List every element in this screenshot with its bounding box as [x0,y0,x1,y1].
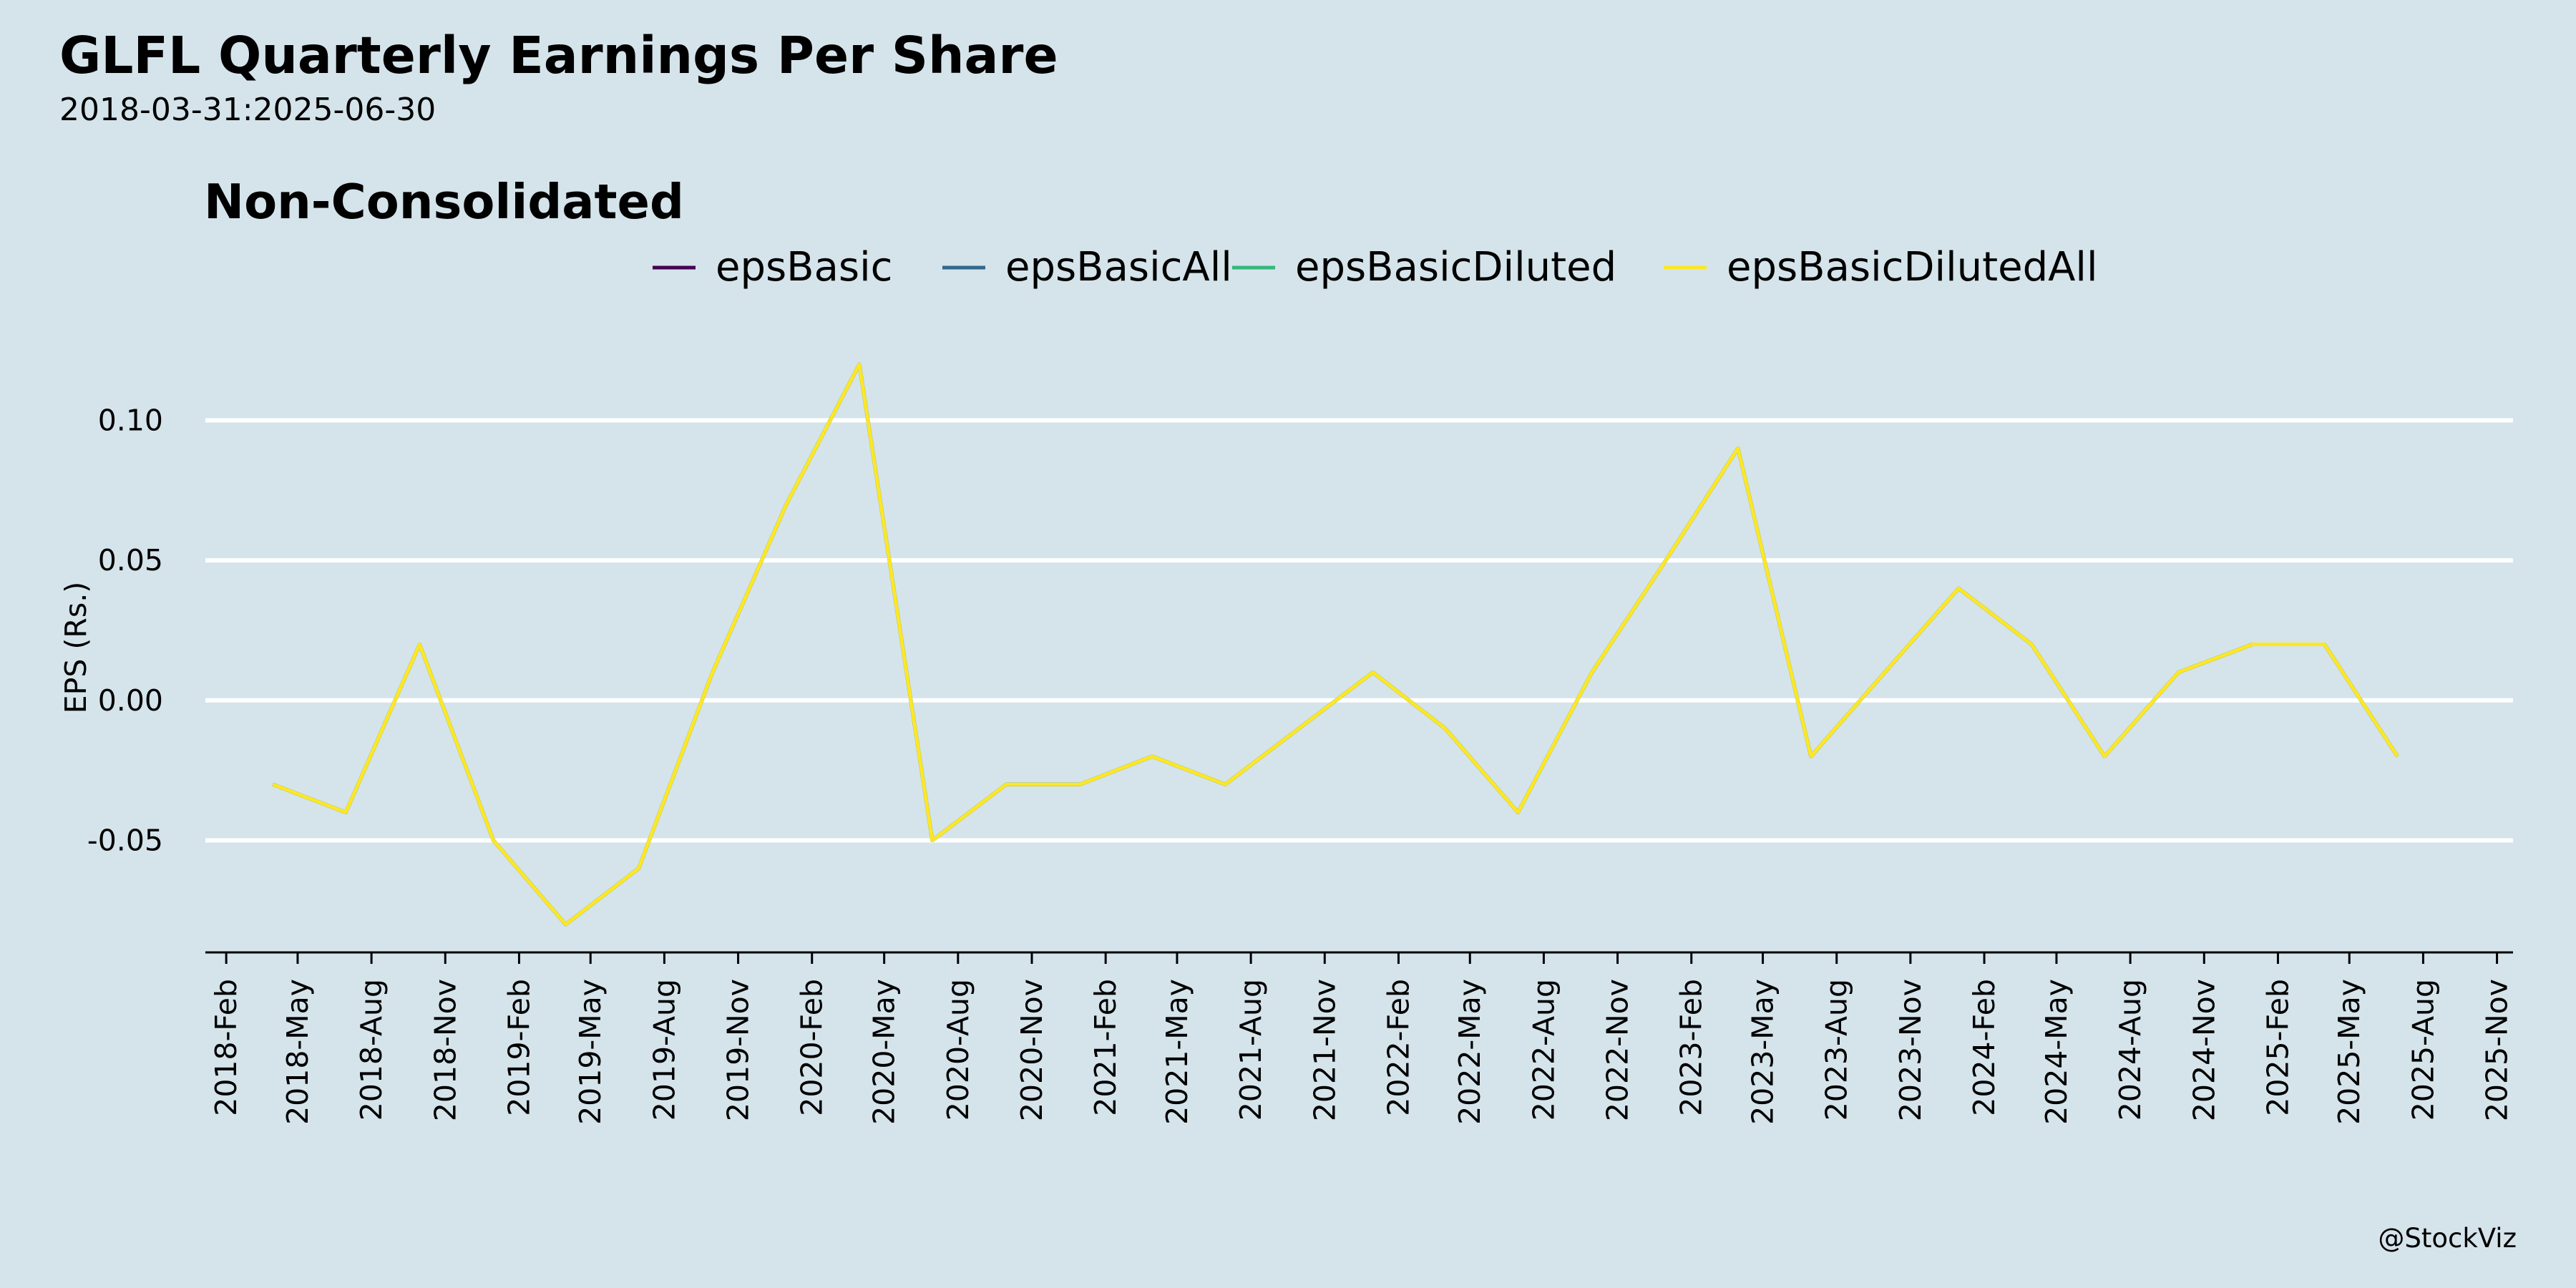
legend: epsBasic epsBasicAll epsBasicDiluted epsBas… [653,244,2098,291]
x-tick-label: 2019-Aug [647,979,681,1121]
x-tick-label: 2024-Aug [2113,979,2147,1121]
legend-label-epsBasicAll: epsBasicAll [1005,244,1232,291]
x-tick-label: 2023-Feb [1674,979,1709,1116]
date-range-subtitle: 2018-03-31:2025-06-30 [59,92,436,128]
x-tick-label: 2023-Aug [1820,979,1854,1121]
x-tick-label: 2025-May [2332,979,2366,1125]
x-tick-label: 2021-Aug [1234,979,1268,1121]
legend-label-epsBasic: epsBasic [716,244,892,291]
x-tick-label: 2019-Nov [721,979,756,1121]
x-tick-label: 2020-Feb [795,979,829,1116]
x-tick-label: 2020-May [867,979,902,1125]
x-tick-label: 2018-Nov [428,979,462,1121]
x-tick-label: 2022-May [1453,979,1487,1125]
x-tick-label: 2025-Nov [2480,979,2514,1121]
x-tick-label: 2018-Aug [354,979,389,1121]
x-tick-label: 2024-Feb [1967,979,2001,1116]
legend-label-epsBasicDiluted: epsBasicDiluted [1295,244,1616,291]
x-tick-label: 2021-Feb [1088,979,1123,1116]
credit-label: @StockViz [2378,1223,2517,1254]
chart-title: Non-Consolidated [204,174,684,230]
x-tick-label: 2018-Feb [209,979,243,1116]
series-line-epsBasicDilutedAll [272,362,2399,927]
x-tick-label: 2021-May [1160,979,1194,1125]
x-tick-label: 2022-Feb [1381,979,1415,1116]
y-tick-label: 0.00 [98,683,163,718]
y-axis-label: EPS (Rs.) [59,582,93,714]
x-tick-label: 2020-Aug [941,979,975,1121]
grid-lines [205,418,2513,843]
x-tick-label: 2019-May [573,979,608,1125]
x-tick-label: 2019-Feb [502,979,536,1116]
x-tick-label: 2021-Nov [1307,979,1342,1121]
x-tick-label: 2022-Nov [1601,979,1635,1121]
x-tick-label: 2025-Aug [2406,979,2440,1121]
x-tick-label: 2025-Feb [2260,979,2295,1116]
x-tick-label: 2023-Nov [1893,979,1928,1121]
x-tick-label: 2018-May [280,979,315,1125]
x-tick-label: 2020-Nov [1015,979,1049,1121]
y-tick-label: 0.05 [98,543,163,577]
legend-label-epsBasicDilutedAll: epsBasicDilutedAll [1727,244,2098,291]
y-tick-label: 0.10 [98,403,163,437]
page-title: GLFL Quarterly Earnings Per Share [59,26,1058,85]
y-tick-label: -0.05 [87,823,163,857]
x-tick-label: 2023-May [1746,979,1780,1125]
y-axis: -0.05 0.00 0.05 0.10 [87,403,163,857]
series-layer [272,362,2399,927]
x-tick-label: 2022-Aug [1526,979,1561,1121]
x-axis: 2018-Feb 2018-May 2018-Aug 2018-Nov 2019-Feb… [205,951,2514,1125]
x-tick-label: 2024-Nov [2187,979,2221,1121]
x-tick-label: 2024-May [2039,979,2074,1125]
